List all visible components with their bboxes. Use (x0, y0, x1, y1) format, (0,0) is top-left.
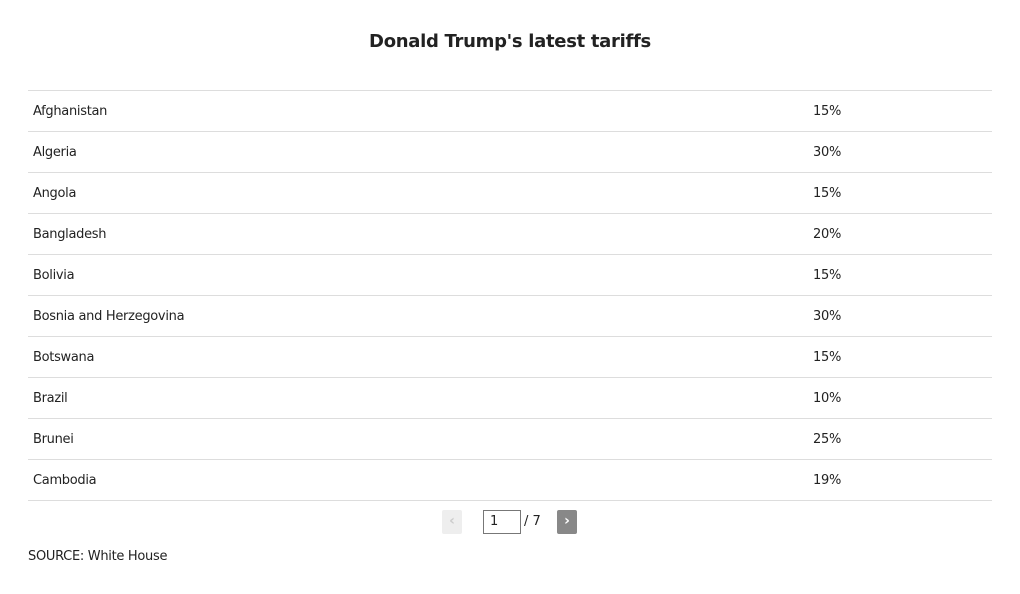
tariff-cell: 15% (808, 336, 992, 378)
page-total: / 7 (524, 514, 541, 529)
country-cell: Algeria (28, 131, 808, 173)
table-title: Donald Trump's latest tariffs (369, 31, 651, 52)
tariff-cell: 15% (808, 254, 992, 296)
country-cell: Afghanistan (28, 90, 808, 132)
tariff-cell: 25% (808, 418, 992, 460)
table-row: Brazil 10% (28, 377, 992, 419)
page-input[interactable]: 1 (483, 510, 521, 534)
table-row: Bosnia and Herzegovina 30% (28, 295, 992, 337)
table-row: Botswana 15% (28, 336, 992, 378)
tariff-cell: 15% (808, 172, 992, 214)
table-row: Afghanistan 15% (28, 90, 992, 132)
tariff-cell: 10% (808, 377, 992, 419)
tariff-cell: 30% (808, 131, 992, 173)
table-row: Algeria 30% (28, 131, 992, 173)
prev-button[interactable]: ‹ (442, 510, 462, 534)
country-cell: Botswana (28, 336, 808, 378)
tariff-cell: 20% (808, 213, 992, 255)
country-cell: Bolivia (28, 254, 808, 296)
next-button[interactable]: › (557, 510, 577, 534)
tariff-cell: 15% (808, 90, 992, 132)
country-cell: Brazil (28, 377, 808, 419)
source-note: SOURCE: White House (28, 549, 168, 564)
country-cell: Brunei (28, 418, 808, 460)
country-cell: Cambodia (28, 459, 808, 501)
table-row: Cambodia 19% (28, 459, 992, 501)
table-row: Angola 15% (28, 172, 992, 214)
tariff-cell: 30% (808, 295, 992, 337)
table-row: Brunei 25% (28, 418, 992, 460)
table-body: Afghanistan 15% Algeria 30% Angola 15% Banglad… (28, 90, 992, 501)
country-cell: Bosnia and Herzegovina (28, 295, 808, 337)
pagination: ‹ 1 / 7 › (0, 510, 1020, 534)
country-cell: Angola (28, 172, 808, 214)
tariff-table: Afghanistan 15% Algeria 30% Angola 15% Banglad… (28, 90, 992, 501)
table-row: Bolivia 15% (28, 254, 992, 296)
country-cell: Bangladesh (28, 213, 808, 255)
tariff-cell: 19% (808, 459, 992, 501)
table-row: Bangladesh 20% (28, 213, 992, 255)
